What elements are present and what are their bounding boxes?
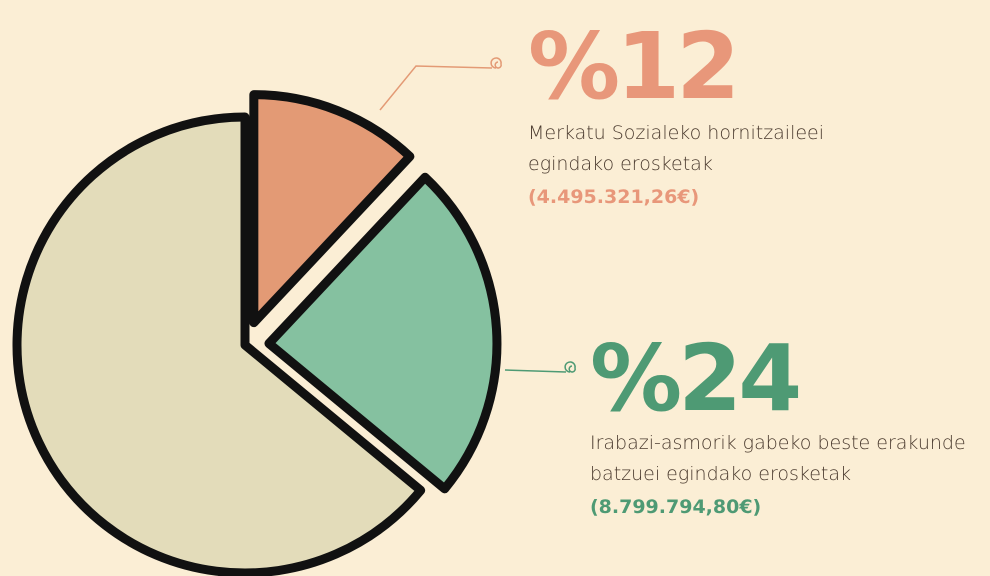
- amount-label: (8.799.794,80€): [590, 496, 761, 518]
- category-label: Irabazi-asmorik gabeko beste erakunde ba…: [590, 428, 985, 490]
- leader-line: [380, 66, 492, 110]
- category-label: Merkatu Sozialeko hornitzaileei egindako…: [528, 118, 858, 180]
- value-label: %12: [528, 13, 736, 120]
- infographic: %12 %24 Merkatu Sozialeko hornitzaileei e…: [0, 0, 990, 576]
- leader-line: [505, 370, 566, 372]
- spiral: [565, 362, 575, 372]
- value-label: %24: [590, 325, 798, 432]
- amount-label: (4.495.321,26€): [528, 186, 699, 208]
- spiral: [491, 58, 501, 68]
